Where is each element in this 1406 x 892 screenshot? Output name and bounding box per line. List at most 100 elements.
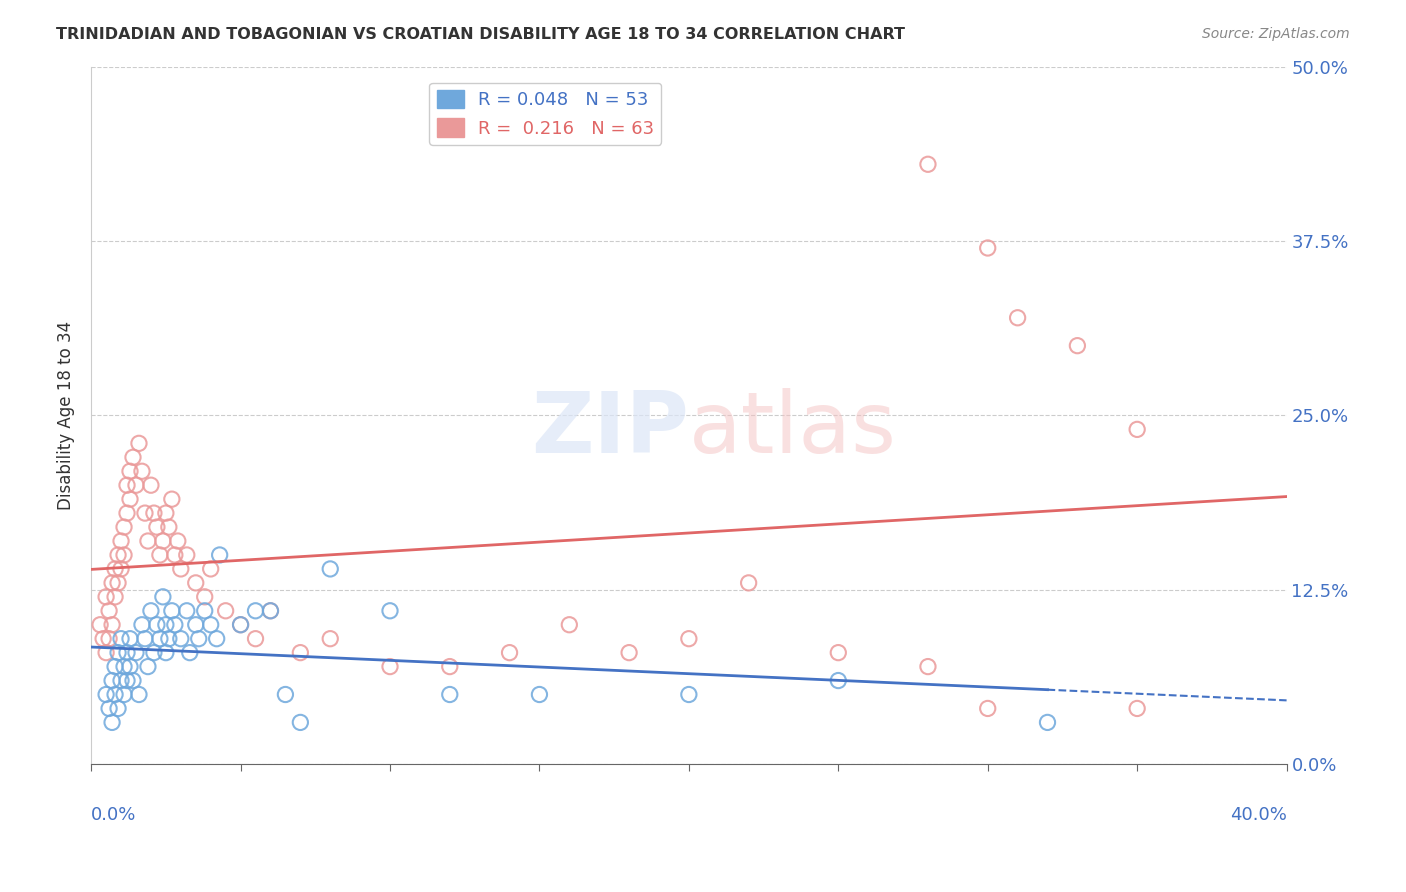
Point [160,604,183,618]
Point [558,617,581,632]
Point [917,157,939,171]
Point [245,604,267,618]
Point [152,534,174,549]
Point [128,688,150,702]
Point [319,632,342,646]
Point [112,659,135,673]
Point [157,520,180,534]
Point [1066,339,1088,353]
Point [104,590,127,604]
Point [104,562,127,576]
Point [1007,310,1029,325]
Point [118,464,141,478]
Point [1126,701,1149,715]
Point [94,590,117,604]
Point [115,673,138,688]
Point [439,688,461,702]
Point [136,534,159,549]
Text: ZIP: ZIP [531,388,689,471]
Point [112,548,135,562]
Point [149,548,172,562]
Point [118,492,141,507]
Point [91,632,114,646]
Point [101,673,124,688]
Point [110,673,132,688]
Point [122,673,145,688]
Point [245,632,267,646]
Text: 0.0%: 0.0% [91,806,136,824]
Point [259,604,281,618]
Point [214,604,236,618]
Point [157,632,180,646]
Point [229,617,252,632]
Point [678,632,700,646]
Point [107,701,129,715]
Point [319,562,342,576]
Point [184,617,207,632]
Point [107,575,129,590]
Point [122,450,145,465]
Point [110,562,132,576]
Point [112,688,135,702]
Point [118,632,141,646]
Point [378,659,401,673]
Point [104,659,127,673]
Point [101,617,124,632]
Point [274,688,297,702]
Point [149,632,172,646]
Point [110,534,132,549]
Point [1036,715,1059,730]
Point [94,646,117,660]
Point [378,604,401,618]
Point [131,464,153,478]
Point [208,548,231,562]
Point [89,617,111,632]
Point [163,617,186,632]
Point [229,617,252,632]
Point [617,646,640,660]
Point [139,604,162,618]
Point [152,590,174,604]
Point [200,617,222,632]
Point [977,241,1000,255]
Text: 40.0%: 40.0% [1230,806,1286,824]
Point [107,548,129,562]
Point [118,659,141,673]
Point [142,506,165,520]
Point [107,646,129,660]
Point [155,617,177,632]
Point [98,632,121,646]
Point [146,617,169,632]
Point [125,646,148,660]
Point [827,673,849,688]
Text: TRINIDADIAN AND TOBAGONIAN VS CROATIAN DISABILITY AGE 18 TO 34 CORRELATION CHART: TRINIDADIAN AND TOBAGONIAN VS CROATIAN D… [56,27,905,42]
Point [136,659,159,673]
Point [176,604,198,618]
Point [146,520,169,534]
Point [170,562,193,576]
Point [977,701,1000,715]
Point [529,688,551,702]
Point [163,548,186,562]
Point [179,646,201,660]
Point [259,604,281,618]
Point [160,492,183,507]
Point [170,632,193,646]
Point [115,478,138,492]
Point [290,646,312,660]
Point [290,715,312,730]
Point [101,575,124,590]
Point [112,520,135,534]
Point [187,632,209,646]
Text: Source: ZipAtlas.com: Source: ZipAtlas.com [1202,27,1350,41]
Point [134,632,156,646]
Text: atlas: atlas [689,388,897,471]
Point [678,688,700,702]
Point [125,478,148,492]
Point [98,701,121,715]
Point [917,659,939,673]
Point [104,688,127,702]
Point [155,646,177,660]
Point [184,575,207,590]
Point [200,562,222,576]
